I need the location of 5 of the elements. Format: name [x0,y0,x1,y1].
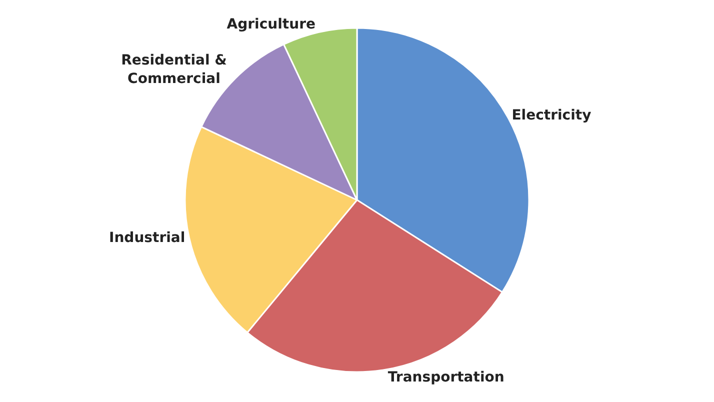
slice-label: Industrial [109,230,186,246]
slice-label: Agriculture [226,16,316,33]
slice-label: Transportation [388,370,504,386]
slice-label: Electricity [512,107,592,124]
slice-label: Residential & Commercial [121,52,227,87]
